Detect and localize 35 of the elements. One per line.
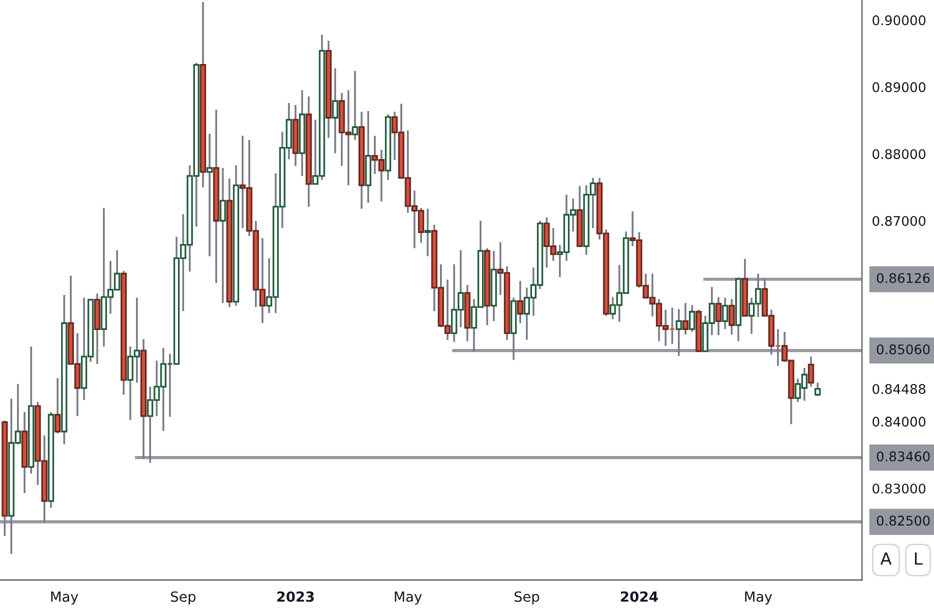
candlestick — [814, 382, 821, 397]
y-tick-label: 0.89000 — [872, 82, 926, 92]
text: A — [880, 552, 892, 565]
data-label: 0.82500 — [876, 516, 930, 526]
y-tick-label: 0.83000 — [872, 484, 926, 494]
x-tick-label: 2023 — [277, 591, 314, 602]
data-label: 0.85060 — [876, 344, 930, 354]
data-label: 0.86126 — [876, 273, 930, 284]
x-tick-label: May — [745, 592, 772, 605]
y-tick-label: 0.84000 — [872, 416, 926, 427]
candlestick — [728, 298, 735, 336]
x-tick-label: Sep — [514, 591, 540, 605]
candlestick — [352, 70, 358, 141]
x-tick-label: May — [394, 592, 422, 605]
candlestick — [808, 356, 814, 388]
x-tick-label: 2024 — [620, 591, 658, 602]
candlestick — [722, 296, 728, 330]
x-tick-label: May — [51, 592, 78, 605]
candlestick — [332, 67, 338, 154]
y-tick-label: 0.88000 — [872, 149, 926, 160]
y-tick-label: 0.84488 — [872, 384, 926, 394]
x-tick-label: Sep — [170, 591, 196, 605]
data-label: 0.83460 — [876, 451, 930, 462]
candlestick — [206, 132, 213, 258]
y-tick-label: 0.90000 — [872, 15, 926, 26]
text: L — [914, 552, 923, 565]
candlestick — [54, 377, 61, 434]
candlestick — [220, 167, 226, 304]
candlestick — [682, 302, 689, 336]
candlestick — [424, 208, 431, 258]
candlestick — [517, 280, 524, 324]
y-tick-label: 0.87000 — [872, 216, 926, 226]
candlestick — [715, 296, 722, 336]
candlestick — [676, 308, 682, 357]
candlestick — [688, 304, 696, 333]
